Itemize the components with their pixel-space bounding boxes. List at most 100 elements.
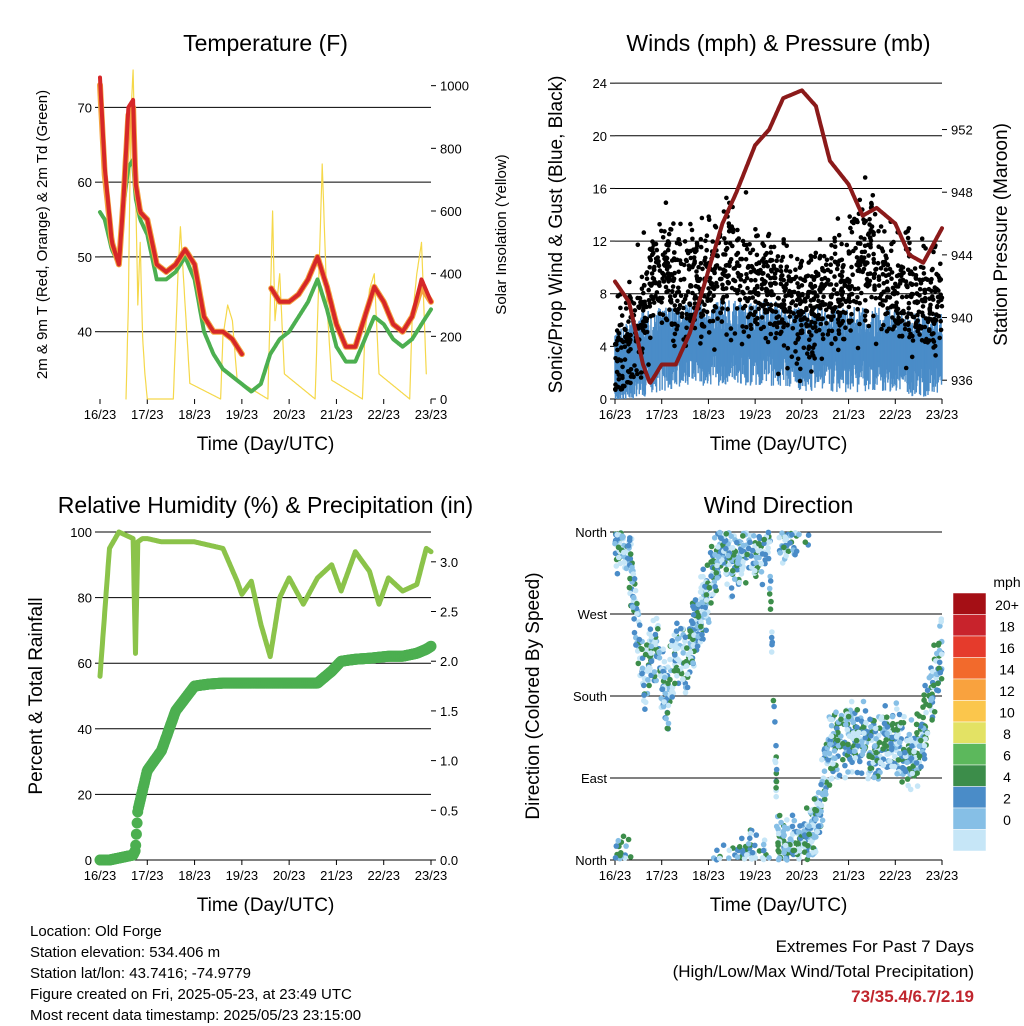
gust-point [647, 265, 652, 270]
humidity-y2tick-label: 2.0 [440, 654, 458, 669]
direction-point [690, 603, 696, 610]
gust-point [761, 302, 767, 308]
gust-point [781, 343, 787, 348]
gust-point [759, 315, 765, 320]
gust-point [835, 291, 840, 297]
direction-point [731, 576, 738, 582]
direction-point [902, 749, 908, 756]
direction-point [634, 600, 640, 607]
direction-point [761, 536, 767, 543]
gust-point [890, 291, 896, 296]
direction-point [781, 849, 787, 856]
direction-point [756, 848, 763, 854]
gust-point [832, 274, 837, 279]
gust-point [803, 299, 808, 304]
gust-point [657, 222, 662, 227]
direction-point [784, 817, 790, 823]
direction-point [734, 539, 740, 546]
gust-point [805, 351, 810, 356]
direction-point [753, 559, 759, 566]
direction-point [706, 619, 712, 625]
gust-point [732, 287, 738, 293]
gust-point [809, 333, 814, 338]
direction-point [683, 663, 690, 669]
gust-point [723, 240, 729, 246]
gust-point [704, 309, 710, 315]
gust-point [789, 354, 795, 360]
direction-point [797, 823, 803, 829]
direction-point [724, 581, 730, 587]
legend-swatch [952, 807, 987, 830]
gust-point [772, 271, 778, 277]
direction-point [844, 726, 851, 733]
gust-point [681, 262, 687, 268]
direction-xtick-label: 17/23 [645, 868, 678, 883]
gust-point [705, 298, 710, 304]
gust-point [781, 237, 786, 242]
direction-point [726, 847, 733, 854]
gust-point [833, 305, 838, 310]
direction-point [920, 714, 926, 721]
direction-point [831, 748, 838, 754]
gust-point [696, 264, 701, 270]
gust-point [720, 271, 725, 277]
gust-point [775, 254, 781, 259]
gust-point [790, 299, 796, 304]
precipitation-point [131, 817, 143, 829]
direction-point [806, 831, 812, 838]
gust-point [904, 314, 910, 320]
relative-humidity-line [97, 529, 434, 679]
station-location: Location: Old Forge [30, 923, 162, 940]
gust-point [857, 197, 863, 203]
gust-point [863, 308, 869, 314]
humidity-xtick-label: 18/23 [178, 868, 211, 883]
gust-point [769, 269, 774, 274]
gust-point [753, 299, 758, 304]
gust-point [774, 324, 780, 330]
direction-point [762, 557, 768, 563]
direction-point [613, 843, 620, 849]
direction-point [736, 844, 743, 850]
gust-point [938, 261, 943, 267]
direction-point [820, 791, 826, 798]
direction-point [818, 802, 825, 809]
direction-point [627, 854, 634, 860]
gust-point [905, 235, 911, 241]
direction-point [833, 709, 839, 715]
direction-point [793, 548, 800, 555]
direction-point [747, 830, 754, 837]
gust-point [676, 237, 681, 243]
legend-swatch [952, 614, 987, 637]
gust-point [740, 324, 745, 329]
direction-point [761, 837, 768, 843]
direction-point [819, 817, 826, 824]
direction-point [804, 856, 811, 863]
direction-point [768, 598, 774, 605]
gust-point [656, 263, 662, 269]
temp-2m-line [98, 75, 244, 357]
gust-point [692, 296, 697, 301]
gust-point [626, 349, 631, 354]
gust-point [743, 257, 749, 262]
gust-point [703, 238, 708, 244]
gust-point [778, 268, 784, 274]
gust-point [859, 290, 864, 296]
direction-point [660, 668, 666, 675]
gust-point [781, 277, 786, 283]
gust-point [809, 319, 814, 325]
gust-point [780, 254, 786, 260]
direction-point [787, 841, 793, 848]
gust-point [849, 284, 854, 289]
gust-point [622, 326, 627, 332]
gust-point [921, 265, 926, 271]
gust-point [727, 259, 733, 265]
gust-point [833, 337, 838, 342]
direction-point [743, 580, 749, 586]
gust-point [712, 347, 717, 352]
direction-point [631, 616, 637, 622]
gust-point [876, 228, 881, 234]
direction-point [641, 692, 647, 698]
gust-point [620, 364, 625, 370]
gust-point [722, 236, 727, 241]
direction-point [826, 750, 833, 757]
